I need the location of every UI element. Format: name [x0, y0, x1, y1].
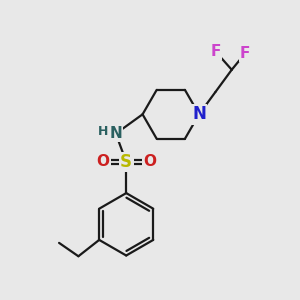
- Text: F: F: [210, 44, 220, 59]
- Text: F: F: [240, 46, 250, 61]
- Text: S: S: [120, 153, 132, 171]
- Text: O: O: [97, 154, 110, 169]
- Text: N: N: [192, 105, 206, 123]
- Text: N: N: [110, 126, 122, 141]
- Text: H: H: [98, 125, 109, 138]
- Text: O: O: [143, 154, 156, 169]
